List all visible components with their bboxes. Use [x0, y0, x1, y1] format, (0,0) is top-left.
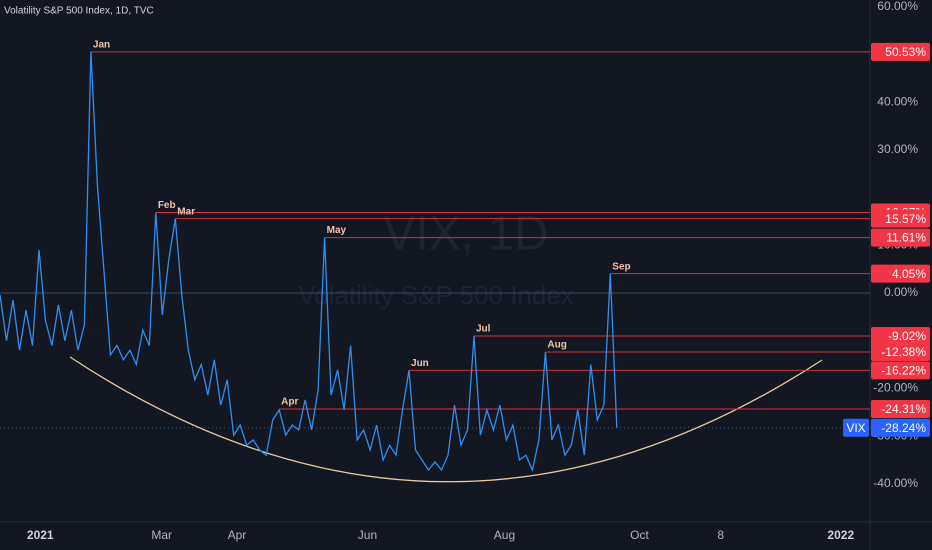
level-month-label: Sep [612, 261, 630, 272]
x-tick-label: Mar [151, 528, 172, 542]
last-value-box [871, 418, 930, 437]
level-value-label: 4.05% [892, 267, 926, 281]
series-name-label: VIX [846, 421, 865, 435]
level-value-label: -9.02% [888, 329, 926, 343]
level-value-box [871, 228, 930, 247]
level-month-label: Jul [476, 324, 491, 335]
last-value-label: -28.24% [881, 421, 926, 435]
level-value-box [871, 327, 930, 346]
watermark-name: Volatility S&P 500 Index [298, 280, 574, 310]
level-month-label: Aug [547, 340, 566, 351]
level-value-label: -12.38% [881, 345, 926, 359]
y-tick-label: 30.00% [877, 142, 918, 156]
x-tick-label: 2021 [27, 528, 54, 542]
level-value-box [871, 361, 930, 380]
y-tick-label: 60.00% [877, 0, 918, 13]
y-tick-label: -20.00% [873, 381, 918, 395]
level-value-label: -24.31% [881, 402, 926, 416]
x-tick-label: Jun [358, 528, 377, 542]
series-name-box [843, 418, 869, 437]
level-value-box [871, 343, 930, 362]
level-month-label: Apr [281, 397, 298, 408]
level-value-box [871, 264, 930, 283]
arc-drawing [69, 356, 823, 483]
level-value-label: 11.61% [886, 231, 926, 245]
x-tick-label: 8 [717, 528, 724, 542]
level-value-box [871, 399, 930, 418]
x-tick-label: Aug [494, 528, 515, 542]
level-value-box [871, 209, 930, 228]
x-tick-label: 2022 [827, 528, 854, 542]
y-tick-label: 40.00% [877, 94, 918, 108]
x-tick-label: Apr [228, 528, 247, 542]
level-value-box [871, 42, 930, 61]
y-tick-label: -40.00% [873, 476, 918, 490]
level-value-label: 50.53% [885, 45, 926, 59]
level-month-label: Feb [158, 200, 176, 211]
header-title: Volatility S&P 500 Index, 1D, TVC [4, 6, 154, 17]
y-tick-label: 0.00% [884, 285, 918, 299]
watermark-symbol: VIX, 1D [383, 208, 548, 261]
level-value-label: 15.57% [885, 212, 926, 226]
line-series [0, 51, 618, 473]
level-month-label: May [327, 225, 347, 236]
level-month-label: Jun [411, 358, 429, 369]
level-month-label: Jan [93, 40, 110, 51]
level-month-label: Mar [177, 206, 195, 217]
x-tick-label: Oct [630, 528, 649, 542]
level-value-label: -16.22% [881, 364, 926, 378]
